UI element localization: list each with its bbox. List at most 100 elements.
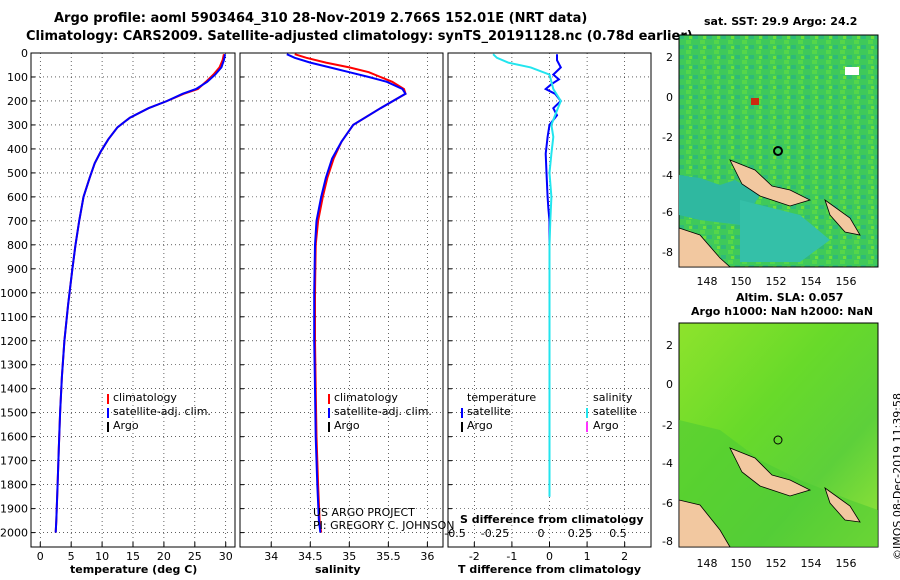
sst-lon-label: 148 (697, 275, 718, 288)
top-tick-label: 0 (538, 527, 545, 540)
sla-lat-label: -6 (662, 497, 673, 510)
sla-lon-label: 148 (697, 557, 718, 570)
depth-tick-label: 200 (7, 95, 28, 108)
sla-lat-label: -2 (662, 419, 673, 432)
depth-axis: 0 100 200 300 400 500 600 700 800 900 1000 1100 1200… (0, 47, 28, 540)
x-tick-label: 34.5 (298, 550, 323, 563)
depth-tick-label: 400 (7, 143, 28, 156)
sla-lon-label: 152 (766, 557, 787, 570)
depth-tick-label: 1300 (0, 359, 28, 372)
salinity-panel: 34 34.5 35 35.5 36 (239, 52, 444, 563)
depth-tick-label: 800 (7, 239, 28, 252)
sla-lon-label: 156 (836, 557, 857, 570)
x-tick-label: 25 (188, 550, 202, 563)
sla-title1: Altim. SLA: 0.057 (736, 291, 844, 304)
credit-line2: PI: GREGORY C. JOHNSON (313, 519, 455, 532)
x-tick-label: 35.5 (376, 550, 401, 563)
map-axes: 2 2 0 0 -2 -2 -4 -4 -6 -6 -8 -8 148 148 150 150 152 152 15… (662, 51, 856, 570)
temperature-axis-label: temperature (deg C) (70, 563, 198, 576)
depth-tick-label: 1200 (0, 335, 28, 348)
x-tick-label: 0 (37, 550, 44, 563)
x-tick-label: 0 (546, 550, 553, 563)
x-tick-label: 2 (621, 550, 628, 563)
depth-tick-label: 1900 (0, 503, 28, 516)
temp-legend-satellite: satellite-adj. clim. (113, 405, 211, 418)
series-line (286, 53, 407, 533)
sla-lat-label: 0 (666, 378, 673, 391)
diff-legend-temperature: temperature (467, 391, 537, 404)
x-tick-label: 1 (584, 550, 591, 563)
sdiff-axis-label: S difference from climatology (460, 513, 644, 526)
difference-panel: -2 -1 0 1 2 -0.5 -0.25 0 0.25 0.5 (444, 52, 652, 563)
sst-lon-label: 150 (731, 275, 752, 288)
depth-tick-label: 900 (7, 263, 28, 276)
top-tick-label: 0.5 (609, 527, 627, 540)
sla-lat-label: 2 (666, 339, 673, 352)
tdiff-axis-label: T difference from climatology (458, 563, 642, 576)
sal-legend-climatology: climatology (334, 391, 398, 404)
x-tick-label: 20 (157, 550, 171, 563)
x-tick-label: 36 (420, 550, 434, 563)
depth-tick-label: 0 (21, 47, 28, 60)
panel-frame (239, 52, 444, 548)
sst-lon-label: 156 (836, 275, 857, 288)
x-tick-label: 34 (264, 550, 278, 563)
diff-legend-salinity: salinity (593, 391, 633, 404)
depth-tick-label: 1800 (0, 479, 28, 492)
sla-lat-label: -8 (662, 535, 673, 548)
credit-line1: US ARGO PROJECT (313, 506, 415, 519)
depth-tick-label: 700 (7, 215, 28, 228)
header-line1: Argo profile: aoml 5903464_310 28-Nov-20… (54, 11, 588, 26)
diff-legend-s-satellite: satellite (593, 405, 637, 418)
depth-tick-label: 1100 (0, 311, 28, 324)
sst-lon-label: 152 (766, 275, 787, 288)
sst-lat-label: -2 (662, 131, 673, 144)
series-line (492, 53, 562, 497)
top-tick-label: -0.5 (444, 527, 465, 540)
depth-tick-label: 100 (7, 71, 28, 84)
header-line2: Climatology: CARS2009. Satellite-adjuste… (26, 29, 693, 44)
sst-lat-label: -6 (662, 206, 673, 219)
diff-legend-t-argo: Argo (467, 419, 493, 432)
sst-title: sat. SST: 29.9 Argo: 24.2 (704, 15, 858, 28)
sal-legend-satellite: satellite-adj. clim. (334, 405, 432, 418)
depth-tick-label: 300 (7, 119, 28, 132)
x-tick-label: -2 (469, 550, 480, 563)
x-tick-label: 35 (342, 550, 356, 563)
depth-tick-label: 1400 (0, 383, 28, 396)
depth-tick-label: 500 (7, 167, 28, 180)
sst-lon-label: 154 (801, 275, 822, 288)
temp-legend-climatology: climatology (113, 391, 177, 404)
depth-tick-label: 1600 (0, 431, 28, 444)
top-tick-label: 0.25 (568, 527, 593, 540)
depth-tick-label: 600 (7, 191, 28, 204)
sla-lon-label: 154 (801, 557, 822, 570)
sst-lat-label: 0 (666, 91, 673, 104)
sla-lat-label: -4 (662, 457, 673, 470)
diff-legend-t-satellite: satellite (467, 405, 511, 418)
depth-tick-label: 2000 (0, 527, 28, 540)
sst-lat-label: -4 (662, 169, 673, 182)
x-tick-label: 10 (95, 550, 109, 563)
depth-tick-label: 1700 (0, 455, 28, 468)
sla-lon-label: 150 (731, 557, 752, 570)
sla-title2: Argo h1000: NaN h2000: NaN (691, 305, 874, 318)
x-tick-label: 30 (219, 550, 233, 563)
sst-map (678, 34, 879, 268)
sla-map (678, 322, 879, 548)
x-tick-label: 5 (68, 550, 75, 563)
diff-legend-s-argo: Argo (593, 419, 619, 432)
x-tick-label: 15 (126, 550, 140, 563)
salinity-axis-label: salinity (315, 563, 361, 576)
depth-tick-label: 1500 (0, 407, 28, 420)
sal-legend-argo: Argo (334, 419, 360, 432)
x-tick-label: -1 (506, 550, 517, 563)
sst-lat-label: 2 (666, 51, 673, 64)
temperature-panel: 0 5 10 15 20 25 30 (30, 52, 236, 563)
series-line (54, 54, 227, 533)
sst-lat-label: -8 (662, 246, 673, 259)
temp-legend-argo: Argo (113, 419, 139, 432)
top-tick-label: -0.25 (481, 527, 509, 540)
